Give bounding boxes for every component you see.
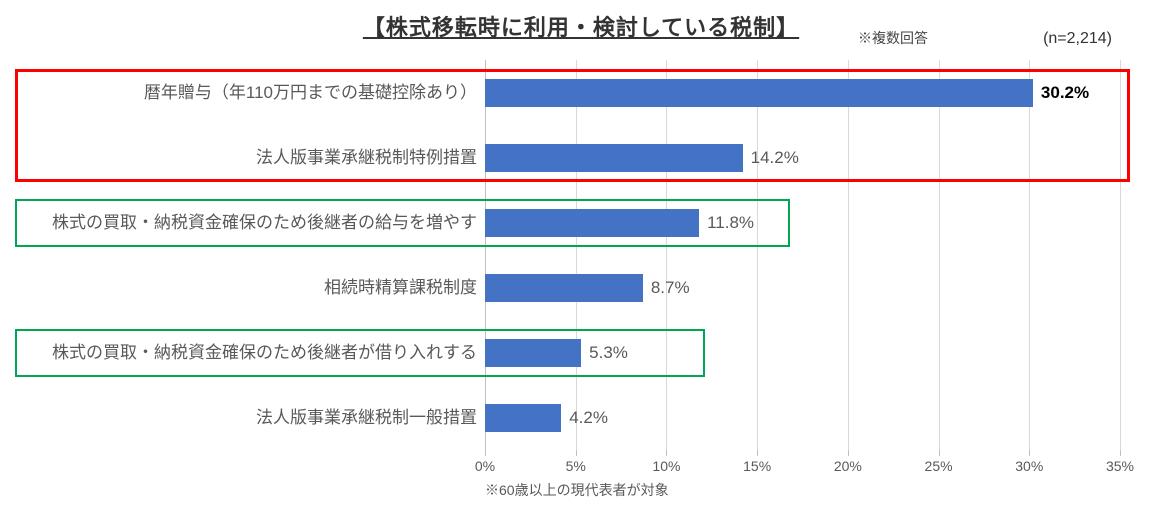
plot-area: 0% 5% 10% 15% 20% 25% 30% 35% 暦年贈与（年110万円までの基礎控除… (0, 60, 1162, 480)
tick-line (666, 450, 667, 456)
x-tick-label: 15% (743, 458, 771, 474)
x-tick-label: 30% (1015, 458, 1043, 474)
x-tick-label: 20% (834, 458, 862, 474)
chart-row: 法人版事業承継税制一般措置 4.2% (0, 385, 1162, 450)
tick-line (1120, 450, 1121, 456)
tick-line (757, 450, 758, 456)
row-label: 法人版事業承継税制特例措置 (7, 146, 477, 168)
n-label: (n=2,214) (1043, 30, 1112, 48)
bar-value-label: 8.7% (651, 278, 690, 298)
tick-line (576, 450, 577, 456)
x-tick-label: 5% (566, 458, 586, 474)
x-tick-label: 10% (652, 458, 680, 474)
chart-row: 法人版事業承継税制特例措置 14.2% (0, 125, 1162, 190)
tick-line (1029, 450, 1030, 456)
bar-value-label: 5.3% (589, 343, 628, 363)
chart-row: 相続時精算課税制度 8.7% (0, 255, 1162, 320)
x-tick-label: 25% (925, 458, 953, 474)
bar-value-label: 4.2% (569, 408, 608, 428)
bar (485, 144, 743, 172)
bar (485, 209, 699, 237)
bar-value-label: 14.2% (751, 148, 799, 168)
row-label: 株式の買取・納税資金確保のため後継者の給与を増やす (7, 211, 477, 233)
bar (485, 79, 1033, 107)
bar (485, 274, 643, 302)
subtitle-multiple: ※複数回答 (858, 28, 928, 48)
chart-row: 暦年贈与（年110万円までの基礎控除あり） 30.2% (0, 60, 1162, 125)
bar (485, 339, 581, 367)
bar-value-label: 30.2% (1041, 83, 1089, 103)
title-row: 【株式移転時に利用・検討している税制】 (0, 10, 1162, 42)
row-label: 相続時精算課税制度 (7, 276, 477, 298)
bar-value-label: 11.8% (707, 213, 754, 233)
x-tick-label: 0% (475, 458, 495, 474)
chart-row: 株式の買取・納税資金確保のため後継者が借り入れする 5.3% (0, 320, 1162, 385)
tick-line (485, 450, 486, 456)
row-label: 株式の買取・納税資金確保のため後継者が借り入れする (7, 341, 477, 363)
x-tick-label: 35% (1106, 458, 1134, 474)
chart-canvas: 【株式移転時に利用・検討している税制】 ※複数回答 (n=2,214) 0% 5%… (0, 0, 1162, 515)
chart-row: 株式の買取・納税資金確保のため後継者の給与を増やす 11.8% (0, 190, 1162, 255)
row-label: 暦年贈与（年110万円までの基礎控除あり） (7, 81, 477, 103)
row-label: 法人版事業承継税制一般措置 (7, 406, 477, 428)
tick-line (848, 450, 849, 456)
footnote: ※60歳以上の現代表者が対象 (485, 480, 669, 500)
tick-line (939, 450, 940, 456)
bar (485, 404, 561, 432)
chart-title: 【株式移転時に利用・検討している税制】 (363, 15, 799, 40)
